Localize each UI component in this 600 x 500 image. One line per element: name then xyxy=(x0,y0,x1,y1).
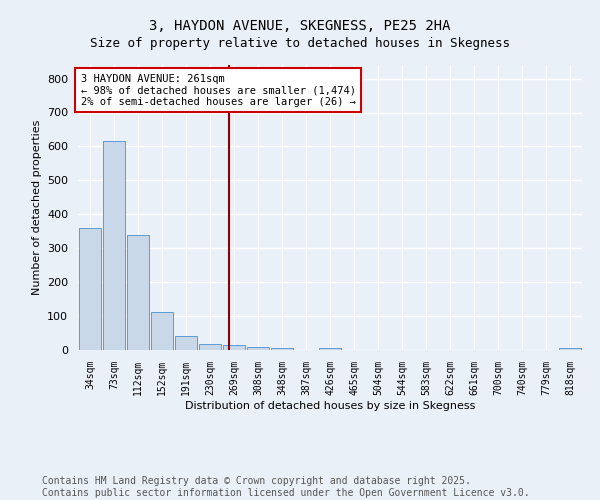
Bar xyxy=(223,346,245,350)
Bar xyxy=(175,336,197,350)
Text: Contains HM Land Registry data © Crown copyright and database right 2025.
Contai: Contains HM Land Registry data © Crown c… xyxy=(42,476,530,498)
Text: 3 HAYDON AVENUE: 261sqm
← 98% of detached houses are smaller (1,474)
2% of semi-: 3 HAYDON AVENUE: 261sqm ← 98% of detache… xyxy=(80,74,356,107)
Bar xyxy=(151,312,173,350)
Y-axis label: Number of detached properties: Number of detached properties xyxy=(32,120,41,295)
Bar xyxy=(103,142,125,350)
Bar xyxy=(79,228,101,350)
Bar xyxy=(271,348,293,350)
Text: Size of property relative to detached houses in Skegness: Size of property relative to detached ho… xyxy=(90,37,510,50)
Bar xyxy=(559,348,581,350)
Bar xyxy=(199,344,221,350)
Bar xyxy=(319,348,341,350)
Text: 3, HAYDON AVENUE, SKEGNESS, PE25 2HA: 3, HAYDON AVENUE, SKEGNESS, PE25 2HA xyxy=(149,18,451,32)
Bar xyxy=(247,346,269,350)
X-axis label: Distribution of detached houses by size in Skegness: Distribution of detached houses by size … xyxy=(185,400,475,410)
Bar xyxy=(127,234,149,350)
